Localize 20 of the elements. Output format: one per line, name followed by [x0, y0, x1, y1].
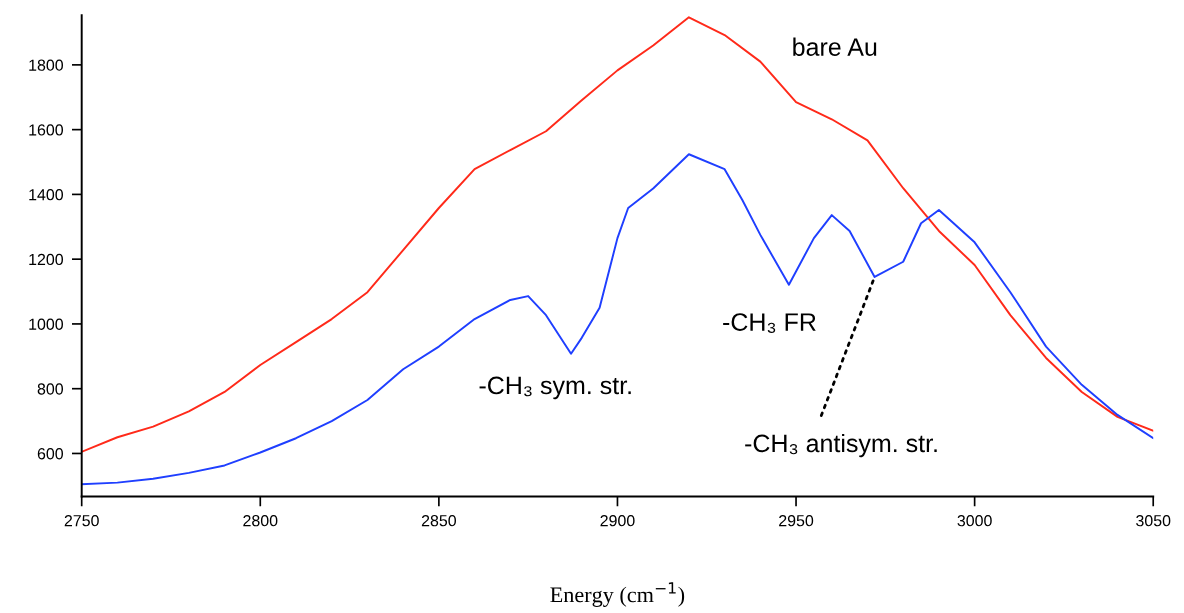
y-tick-label: 1800: [29, 59, 64, 71]
y-tick-label: 1600: [29, 124, 64, 136]
x-tick-label: 3000: [957, 515, 992, 527]
annotation: -CH₃ sym. str.: [479, 376, 631, 400]
x-tick-label: 2900: [600, 515, 635, 527]
y-tick-label: 1200: [29, 253, 64, 266]
x-tick-label: 2950: [779, 515, 814, 527]
x-tick-label: 2750: [64, 515, 99, 527]
x-tick-label: 2850: [421, 515, 457, 527]
annotation: -CH₃ antisym. str.: [745, 433, 937, 458]
x-axis-title: Energy (cm$^{−1}$): [550, 582, 685, 607]
line-series: [81, 153, 1154, 486]
y-tick-label: 1400: [29, 189, 64, 201]
y-tick-label: 800: [37, 383, 64, 395]
annotation: -CH₃ FR: [723, 313, 816, 333]
series-label: bare Au: [793, 37, 877, 56]
y-tick-label: 1000: [29, 318, 64, 330]
x-tick-label: 2800: [243, 515, 278, 527]
x-tick-label: 3050: [1136, 515, 1171, 527]
y-tick-label: 600: [37, 448, 64, 460]
